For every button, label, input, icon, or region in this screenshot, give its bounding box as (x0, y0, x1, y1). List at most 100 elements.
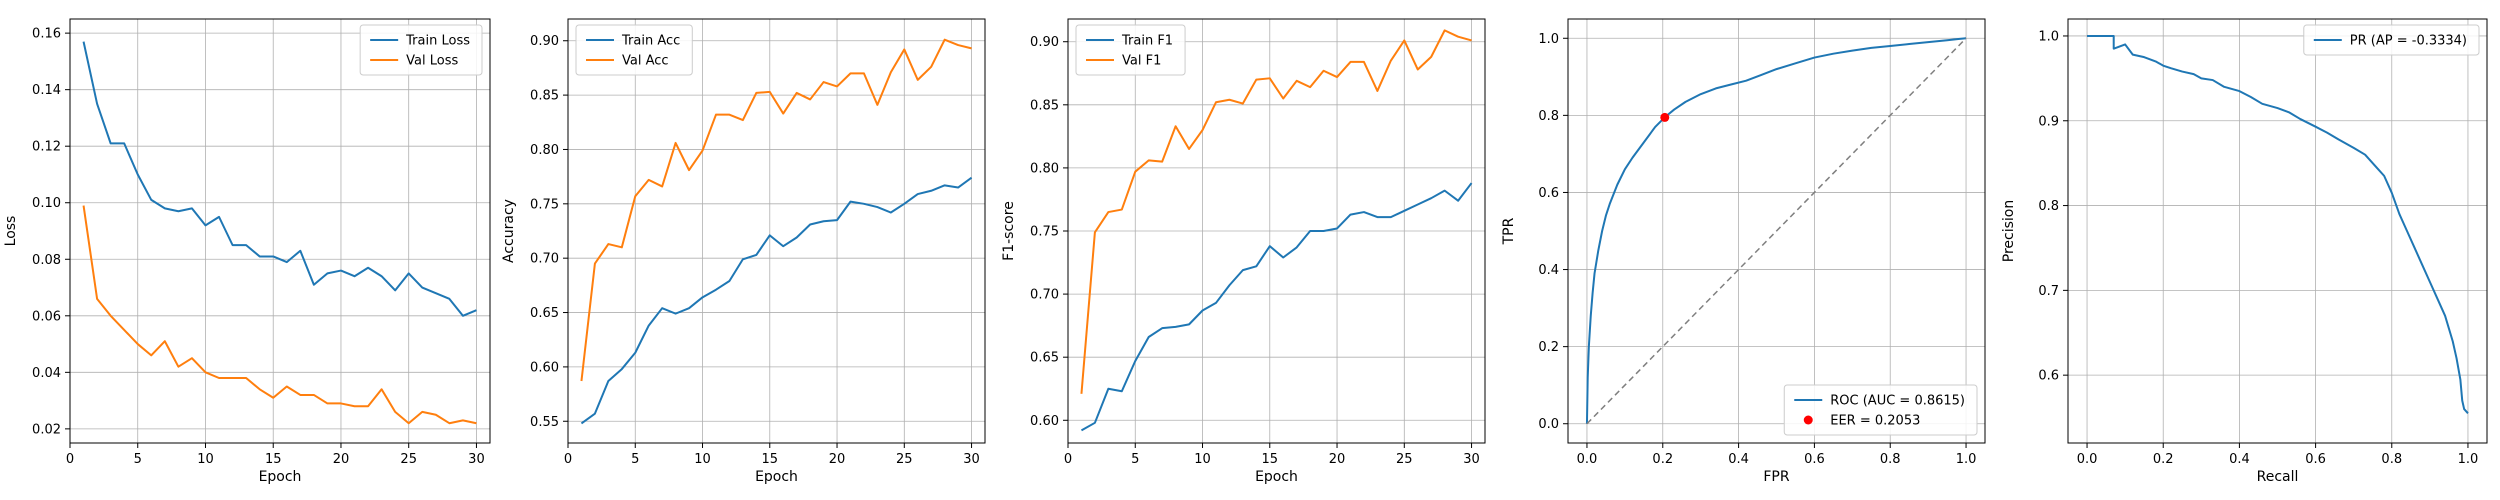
y-tick-label: 0.80 (1030, 161, 1059, 176)
chart-panel-5: 0.0 0.2 0.4 0.6 0.8 1.0 0.6 0.7 0.8 0.9 1.0 Recall P… (2001, 18, 2488, 485)
x-tick-label: 1.0 (1956, 452, 1977, 467)
x-tick-label: 0.6 (1804, 452, 1825, 467)
x-tick-label: 0.2 (1652, 452, 1673, 467)
chart-panel-3: 0 5 10 15 20 25 30 0.60 0.65 0.70 0.75 0.80 0.85 0.90… (1001, 18, 1486, 485)
x-axis-label: Epoch (259, 469, 302, 485)
x-tick-label: 0.0 (2077, 452, 2098, 467)
y-tick-label: 0.7 (2038, 284, 2059, 299)
y-tick-label: 0.65 (1030, 351, 1059, 366)
legend-box (1075, 24, 1186, 76)
y-tick-label: 0.14 (32, 83, 61, 98)
legend-box (575, 24, 693, 76)
x-axis-label: FPR (1763, 469, 1789, 485)
y-tick-label: 0.60 (530, 360, 559, 375)
chart-panel-1: 0 5 10 15 20 25 30 0.02 0.04 0.06 0.08 0.10 0.12 0.14… (3, 18, 491, 485)
legend-label: Train F1 (1121, 34, 1173, 49)
legend: Train F1 Val F1 (1075, 24, 1186, 76)
x-tick-label: 0 (1064, 452, 1072, 467)
legend-box (359, 24, 483, 76)
x-tick-label: 0 (66, 452, 74, 467)
x-tick-label: 0.4 (2229, 452, 2250, 467)
x-tick-label: 15 (1262, 452, 1279, 467)
grid (1568, 19, 1985, 443)
y-tick-label: 0.70 (530, 252, 559, 267)
series-line-2 (580, 38, 972, 382)
x-tick-label: 25 (400, 452, 417, 467)
x-tick-label: 0.4 (1728, 452, 1749, 467)
series-line-1 (1585, 37, 1967, 424)
legend: PR (AP = -0.3334) (2303, 24, 2480, 56)
x-tick-label: 5 (1131, 452, 1139, 467)
chart-panel-2: 0 5 10 15 20 25 30 0.55 0.60 0.65 0.70 0.75 0.80 0.85… (501, 18, 986, 485)
y-tick-label: 0.04 (32, 366, 61, 381)
legend-label: Train Loss (405, 34, 470, 49)
x-tick-label: 20 (829, 452, 846, 467)
y-tick-label: 0.6 (2038, 369, 2059, 384)
y-tick-label: 0.10 (32, 196, 61, 211)
legend: Train Loss Val Loss (359, 24, 483, 76)
y-tick-label: 0.90 (530, 34, 559, 49)
y-tick-label: 0.2 (1538, 340, 1559, 355)
legend-label: Train Acc (621, 34, 680, 49)
x-tick-label: 30 (963, 452, 980, 467)
y-tick-label: 0.08 (32, 253, 61, 268)
y-tick-label: 0.8 (2038, 199, 2059, 214)
x-tick-label: 30 (468, 452, 485, 467)
legend-label: PR (AP = -0.3334) (2350, 34, 2467, 49)
legend-label: ROC (AUC = 0.8615) (1830, 394, 1965, 409)
x-tick-label: 10 (694, 452, 711, 467)
x-tick-label: 25 (896, 452, 913, 467)
legend-dot-swatch (1803, 415, 1813, 425)
legend-label: Val Acc (622, 54, 669, 69)
series-line-2 (82, 205, 477, 425)
chance-diagonal-line (1586, 37, 1967, 425)
y-tick-label: 0.0 (1538, 417, 1559, 432)
y-tick-label: 0.60 (1030, 414, 1059, 429)
chart-panel-4: 0.0 0.2 0.4 0.6 0.8 1.0 0.0 0.2 0.4 0.6 0.8 1.0 FPR T… (1501, 18, 1986, 485)
y-tick-label: 0.85 (530, 89, 559, 104)
x-tick-label: 10 (197, 452, 214, 467)
x-tick-label: 10 (1194, 452, 1211, 467)
series-line-1 (580, 176, 973, 425)
plot-frame (2067, 18, 2488, 444)
x-axis-label: Recall (2257, 469, 2299, 485)
y-axis-label: TPR (1501, 217, 1517, 245)
plot-frame (567, 18, 986, 444)
x-tick-label: 15 (762, 452, 779, 467)
y-tick-label: 1.0 (1538, 32, 1559, 47)
y-tick-label: 0.9 (2038, 114, 2059, 129)
y-tick-label: 0.55 (530, 415, 559, 430)
legend: ROC (AUC = 0.8615) EER = 0.2053 (1783, 384, 1978, 436)
series-line-1 (2087, 34, 2469, 414)
y-tick-label: 0.06 (32, 309, 61, 324)
y-tick-label: 0.8 (1538, 109, 1559, 124)
y-axis-label: F1-score (1001, 201, 1017, 261)
y-tick-label: 0.85 (1030, 98, 1059, 113)
y-tick-label: 0.4 (1538, 263, 1559, 278)
x-tick-label: 0.8 (2381, 452, 2402, 467)
legend-box (1783, 384, 1978, 436)
y-axis-label: Precision (2001, 200, 2017, 262)
legend: Train Acc Val Acc (575, 24, 693, 76)
y-tick-label: 0.90 (1030, 35, 1059, 50)
x-tick-label: 1.0 (2458, 452, 2479, 467)
y-tick-label: 0.70 (1030, 288, 1059, 303)
x-axis-label: Epoch (755, 469, 798, 485)
y-tick-label: 0.75 (530, 197, 559, 212)
x-tick-label: 0 (564, 452, 572, 467)
y-tick-label: 0.16 (32, 27, 61, 42)
x-tick-label: 30 (1463, 452, 1480, 467)
y-tick-label: 0.80 (530, 143, 559, 158)
y-tick-label: 0.02 (32, 422, 61, 437)
plot-frame (69, 18, 491, 444)
x-axis-label: Epoch (1255, 469, 1298, 485)
legend-label: EER = 0.2053 (1830, 414, 1920, 429)
eer-point (1660, 112, 1670, 122)
x-tick-label: 20 (333, 452, 350, 467)
series-line-1 (82, 41, 477, 317)
x-tick-label: 0.2 (2153, 452, 2174, 467)
legend-label: Val F1 (1122, 54, 1161, 69)
y-axis-label: Loss (3, 216, 19, 247)
series-line-2 (1080, 29, 1472, 394)
x-tick-label: 0.0 (1577, 452, 1598, 467)
